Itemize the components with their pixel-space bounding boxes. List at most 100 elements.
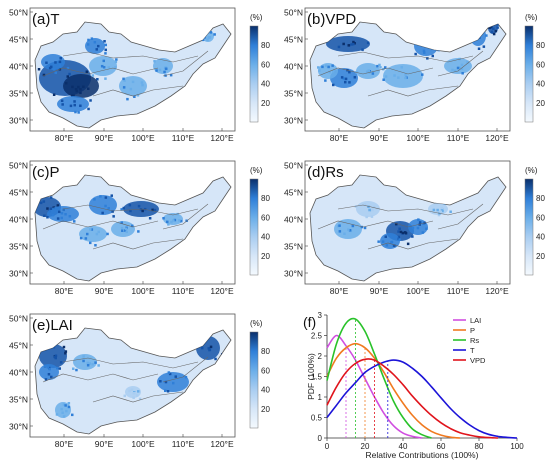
lon-label: 110°E [172, 439, 195, 449]
colorbar-tick-label: 80 [261, 41, 270, 50]
basin-boundary [92, 391, 184, 403]
speckle [100, 65, 104, 68]
speckle [94, 361, 97, 364]
lon-label: 110°E [172, 133, 195, 143]
speckle [436, 208, 439, 212]
speckle [56, 366, 59, 370]
speckle [59, 361, 63, 364]
speckle [60, 212, 64, 215]
speckle [163, 70, 166, 74]
speckle [73, 100, 76, 103]
map-panels: 50°N45°N40°N35°N30°N80°E 90°E 100°E 110°E 12… [9, 8, 545, 450]
speckle [167, 223, 170, 226]
colorbar-tick-label: 60 [261, 366, 270, 375]
lon-label: 80°E [330, 286, 349, 296]
speckle [85, 70, 89, 73]
colorbar [249, 178, 259, 276]
speckle [60, 407, 63, 411]
speckle [162, 217, 165, 220]
y-tick-label: 0.5 [311, 414, 323, 423]
lon-label: 110°E [447, 286, 470, 296]
speckle [348, 81, 351, 84]
speckle [54, 71, 57, 74]
region-hotspots [317, 201, 484, 250]
basin-boundary [62, 357, 199, 369]
speckle [393, 74, 396, 77]
map-panel-d: 50°N 45°N 40°N 35°N 30°N 80°E 90°E 100°E 110°E 12… [284, 161, 545, 297]
basin-boundary [42, 373, 159, 383]
lat-label: 40°N [9, 62, 28, 72]
hotspot-blob [41, 54, 65, 70]
speckle [95, 48, 98, 51]
speckle [207, 347, 210, 350]
lon-label: 90°E [95, 286, 114, 296]
lon-label: 120°E [210, 286, 234, 296]
speckle [51, 213, 55, 217]
speckle [73, 220, 76, 223]
lon-label: 110°E [447, 133, 470, 143]
speckle [39, 201, 43, 205]
colorbar-tick-label: 40 [536, 80, 545, 89]
study-region [34, 327, 232, 435]
colorbar-unit: (%) [525, 166, 538, 175]
speckle [86, 361, 89, 365]
series-line-vpd [326, 358, 499, 439]
speckle [132, 392, 135, 395]
speckle [494, 29, 498, 33]
speckle [350, 43, 353, 46]
speckle [77, 111, 80, 114]
speckle [453, 69, 457, 72]
speckle [45, 61, 48, 64]
panel-label: (d)Rs [307, 164, 344, 181]
speckle [120, 226, 124, 230]
colorbar-tick-label: 60 [536, 60, 545, 69]
speckle [72, 94, 75, 98]
speckle [344, 80, 347, 84]
speckle [91, 363, 94, 366]
speckle [492, 27, 495, 30]
colorbar [524, 178, 534, 276]
speckle [449, 210, 452, 213]
speckle [93, 198, 96, 201]
speckle [376, 64, 379, 68]
speckle [72, 367, 75, 370]
lat-label: 30°N [9, 269, 28, 279]
speckle [385, 244, 389, 247]
hotspot-blob [383, 64, 423, 88]
lon-label: 100°E [406, 133, 430, 143]
speckle [460, 63, 464, 67]
speckle [439, 210, 442, 214]
speckle [384, 75, 388, 78]
lat-label: 30°N [9, 422, 28, 432]
speckle [352, 42, 355, 46]
speckle [107, 207, 110, 210]
speckle [440, 206, 443, 210]
speckle [466, 60, 469, 64]
lon-label: 80°E [330, 133, 349, 143]
speckle [89, 228, 92, 231]
speckle [404, 73, 407, 76]
speckle [114, 60, 118, 64]
colorbar-tick-label: 20 [536, 99, 545, 108]
speckle [86, 232, 89, 236]
speckle [132, 396, 135, 399]
lon-label: 100°E [131, 133, 155, 143]
speckle [421, 73, 424, 76]
speckle [209, 31, 213, 34]
speckle [120, 208, 123, 211]
speckle [112, 215, 115, 218]
basin-boundary [42, 67, 159, 77]
speckle [122, 77, 125, 81]
series-line-p [326, 342, 461, 439]
lat-label: 50°N [9, 314, 28, 324]
speckle [136, 94, 140, 97]
lat-label: 40°N [9, 215, 28, 225]
basin-boundary [337, 204, 474, 216]
speckle [82, 85, 85, 88]
speckle [104, 43, 107, 47]
speckle [129, 209, 132, 213]
speckle [209, 345, 213, 349]
speckle [86, 364, 90, 367]
speckle [44, 364, 47, 368]
region-hotspots [39, 336, 224, 418]
